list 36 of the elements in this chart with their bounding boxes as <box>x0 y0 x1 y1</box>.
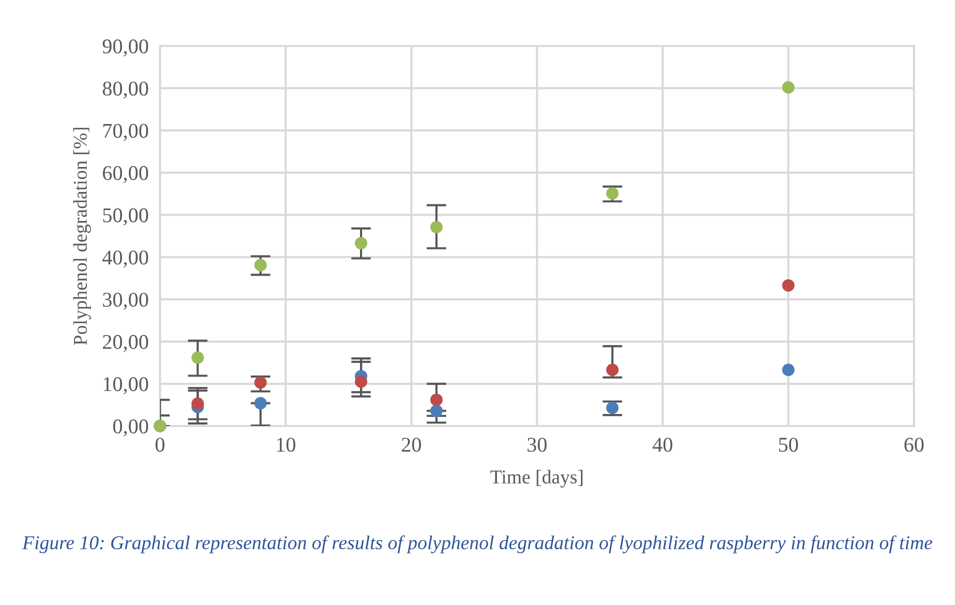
y-tick-label: 50,00 <box>103 208 148 226</box>
y-tick-label: 10,00 <box>104 377 148 394</box>
point <box>430 220 443 234</box>
point <box>354 375 368 388</box>
x-tick-label: 20 <box>402 438 421 452</box>
point <box>606 187 619 200</box>
y-tick-label: 20,00 <box>102 334 148 352</box>
point <box>606 364 619 376</box>
y-tick-label: 80,00 <box>102 82 148 99</box>
x-tick-label: 40 <box>652 438 672 452</box>
point <box>430 394 443 406</box>
y-tick-label: 30,00 <box>103 292 148 310</box>
caption: Figure 10: Graphical representation of results of polyphenol degradation of lyophilized raspberry in function of time <box>22 535 932 554</box>
point <box>191 351 204 364</box>
point <box>254 376 267 389</box>
point <box>782 364 795 376</box>
x-tick-label: 30 <box>528 438 547 452</box>
point <box>430 404 443 418</box>
y-tick-label: 40,00 <box>102 250 148 268</box>
y-tick-label: 0,00 <box>113 419 148 436</box>
y-tick-label: 60,00 <box>102 166 148 184</box>
x-tick-label: 60 <box>904 438 924 452</box>
y-axis-title: Polyphenol degradation [%] <box>73 128 91 346</box>
point <box>254 396 267 410</box>
x-axis-title: Time [days] <box>490 470 582 488</box>
point <box>191 397 204 410</box>
y-tick-label: 90,00 <box>102 39 148 56</box>
point <box>354 236 368 250</box>
x-tick-label: 0 <box>156 438 164 452</box>
point <box>782 279 795 292</box>
x-tick-label: 10 <box>277 438 296 452</box>
y-tick-label: 70,00 <box>103 124 148 141</box>
x-tick-label: 50 <box>779 438 798 452</box>
point <box>254 258 267 272</box>
point <box>606 402 619 414</box>
point <box>782 81 795 94</box>
